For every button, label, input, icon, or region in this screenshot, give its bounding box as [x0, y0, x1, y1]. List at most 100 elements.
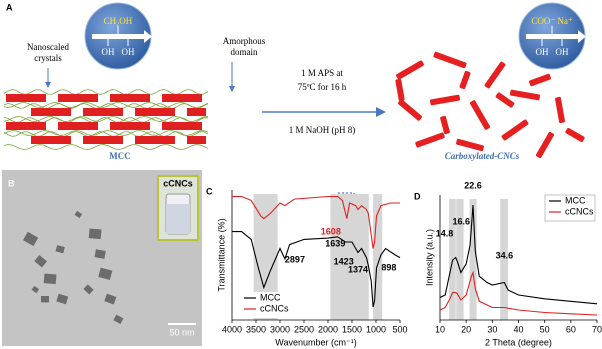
hydroxyl: OH: [122, 47, 135, 57]
x-tick-label: 1500: [342, 324, 362, 334]
chart: C 4000 3500 3000 2500 2000 1500 1000 500 Wavenumb…: [206, 186, 408, 347]
particle: [43, 273, 57, 285]
pointer-arrow-head: [229, 86, 235, 92]
cnc-rod: [415, 132, 445, 148]
functional-group: CH₂OH: [104, 16, 133, 26]
cnc-rod: [469, 100, 491, 130]
particle: [98, 267, 113, 281]
panel-label: D: [414, 191, 421, 201]
x-axis-label: 2 Theta (degree): [485, 337, 552, 347]
peak-label: 34.6: [496, 250, 514, 260]
peak-label: 898: [381, 262, 396, 272]
functional-group: COO⁻ Na⁺: [531, 16, 572, 26]
annotation: domain: [231, 47, 258, 57]
crystal: [31, 108, 71, 116]
crystal: [6, 94, 46, 102]
crystal: [135, 108, 175, 116]
fiber-bundle: [3, 89, 209, 150]
cnc-rod: [429, 94, 461, 106]
cnc-rod: [501, 119, 529, 141]
cnc-rod: [565, 127, 585, 143]
crystal: [187, 108, 206, 116]
cnc-rod: [535, 131, 555, 159]
particle: [23, 231, 39, 247]
legend-label: MCC: [260, 292, 281, 302]
sample-title: Carboxylated-CNCs: [445, 151, 520, 161]
crystal: [110, 94, 150, 102]
pointer-arrow-head: [45, 82, 51, 88]
crystal: [83, 136, 123, 144]
crystal: [58, 122, 98, 130]
x-tick-label: 1000: [366, 324, 386, 334]
panel-label: A: [6, 2, 13, 12]
particle: [31, 285, 40, 294]
chain-arrow: [144, 30, 152, 43]
hydroxyl: OH: [102, 47, 115, 57]
amorphous-strand: [3, 103, 209, 109]
peak-label: 16.6: [453, 216, 471, 226]
cnc-rod: [555, 96, 565, 124]
amorphous-strand: [3, 102, 209, 108]
inset-label: cCNCs: [163, 178, 193, 188]
crystal: [6, 122, 46, 130]
x-tick-label: 2500: [294, 324, 314, 334]
particle: [88, 228, 102, 240]
chain-bar: [526, 34, 578, 39]
annotation: Amorphous: [223, 36, 266, 46]
spectrum-line: [439, 204, 598, 305]
reaction-arrow-head: [376, 107, 386, 117]
annotation: Nanoscaled: [27, 42, 69, 52]
peak-label: 1423: [334, 256, 354, 266]
chain-arrow: [578, 30, 586, 43]
peak-label: 1608: [321, 226, 341, 236]
particle: [55, 245, 65, 254]
x-tick-label: 3500: [246, 324, 266, 334]
particle: [94, 249, 106, 259]
chain-bar: [92, 34, 144, 39]
peak-label: 2897: [285, 254, 305, 264]
highlight-band: [373, 194, 383, 320]
chart: D 10 20 30 40 50 60 70 2 Theta (degree) Intensity…: [414, 180, 602, 347]
spectrum-line: [232, 195, 400, 249]
particle: [83, 284, 94, 295]
x-tick-label: 4000: [222, 324, 242, 334]
x-tick-label: 30: [487, 324, 497, 334]
crystal: [83, 108, 123, 116]
amorphous-strand: [3, 89, 209, 95]
cnc-rod: [395, 78, 405, 102]
particle: [34, 254, 48, 268]
particle: [113, 314, 124, 324]
hydroxyl: OH: [536, 47, 549, 57]
cnc-rod: [495, 92, 515, 108]
amorphous-strand: [3, 130, 209, 136]
annotation: crystals: [34, 53, 62, 63]
cnc-rod: [433, 51, 467, 69]
condition: 75ºC for 16 h: [298, 82, 347, 92]
amorphous-strand: [3, 117, 209, 123]
x-tick-label: 500: [392, 324, 407, 334]
crystal: [110, 122, 150, 130]
hydroxyl: OH: [556, 47, 569, 57]
cnc-rod: [529, 73, 551, 87]
legend-label: cCNCs: [260, 303, 289, 313]
cnc-rod: [459, 70, 471, 90]
legend-box: [240, 292, 290, 318]
cnc-rod: [440, 115, 450, 135]
panel-label: C: [206, 186, 213, 196]
legend-box: [544, 194, 596, 222]
particle: [104, 293, 117, 305]
crystal: [162, 122, 202, 130]
peak-label: 1639: [325, 238, 345, 248]
condition: 1 M NaOH (pH 8): [289, 125, 356, 135]
x-tick-label: 2000: [318, 324, 338, 334]
scale-label: 50 nm: [169, 327, 194, 337]
particle: [41, 296, 49, 303]
panel-label: B: [8, 178, 15, 188]
particle: [56, 293, 69, 305]
x-tick-label: 60: [566, 324, 576, 334]
x-axis-label: Wavenumber (cm⁻¹): [275, 337, 356, 347]
highlight-band: [500, 199, 509, 320]
crystal: [31, 136, 71, 144]
peak-label: 22.6: [464, 180, 482, 190]
x-tick-label: 50: [540, 324, 550, 334]
